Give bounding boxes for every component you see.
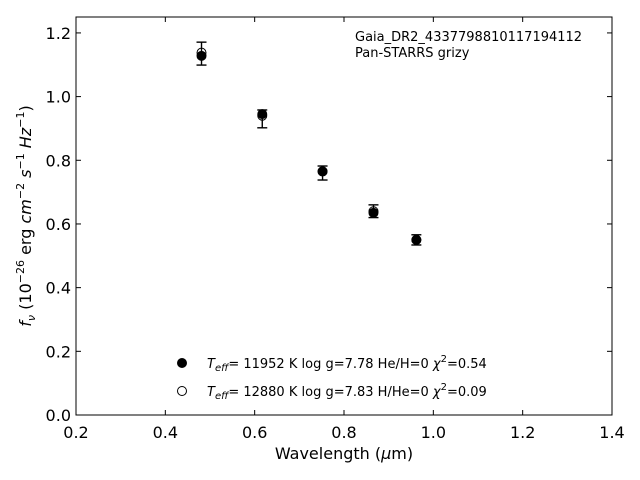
point-open [411, 234, 422, 245]
annotation-line-2: Pan-STARRS grizy [355, 46, 470, 61]
x-tick-label: 1.4 [599, 423, 624, 442]
x-tick-label: 0.8 [331, 423, 356, 442]
annotation-line-1: Gaia_DR2_4337798810117194112 [355, 30, 582, 45]
legend-entry-1: Teff= 11952 K log g=7.78 He/H=0 χ2=0.54 [207, 354, 487, 374]
y-axis-label: fν (10−26 erg cm−2 s−1 Hz−1) [14, 105, 38, 326]
x-tick-label: 0.2 [63, 423, 88, 442]
data-points [196, 47, 422, 245]
legend-entry-2: Teff= 12880 K log g=7.83 H/He=0 χ2=0.09 [207, 382, 487, 402]
y-tick-label: 1.2 [46, 24, 71, 43]
x-tick-label: 0.4 [153, 423, 178, 442]
legend-marker-open [177, 386, 187, 396]
y-tick-label: 0.4 [46, 279, 71, 298]
plot-frame [75, 16, 613, 416]
point-filled [196, 50, 207, 61]
y-tick-label: 0.0 [46, 406, 71, 425]
y-tick-label: 0.8 [46, 151, 71, 170]
x-tick-label: 1.2 [510, 423, 535, 442]
y-tick-label: 0.2 [46, 342, 71, 361]
legend: Teff= 11952 K log g=7.78 He/H=0 χ2=0.54 … [177, 354, 487, 402]
x-axis-label: Wavelength (μm) [275, 444, 413, 463]
point-open [368, 206, 379, 217]
error-bars [196, 41, 422, 246]
y-tick-label: 1.0 [46, 88, 71, 107]
y-tick-label: 0.6 [46, 215, 71, 234]
point-open [257, 110, 268, 121]
point-open [317, 166, 328, 177]
point-open [196, 47, 207, 58]
legend-marker-filled [177, 358, 187, 368]
x-tick-label: 1.0 [421, 423, 446, 442]
axis-ticks: 0.2 0.4 0.6 0.8 1.0 1.2 1.40.00.20.40.60.81.01… [46, 17, 625, 442]
x-tick-label: 0.6 [242, 423, 267, 442]
